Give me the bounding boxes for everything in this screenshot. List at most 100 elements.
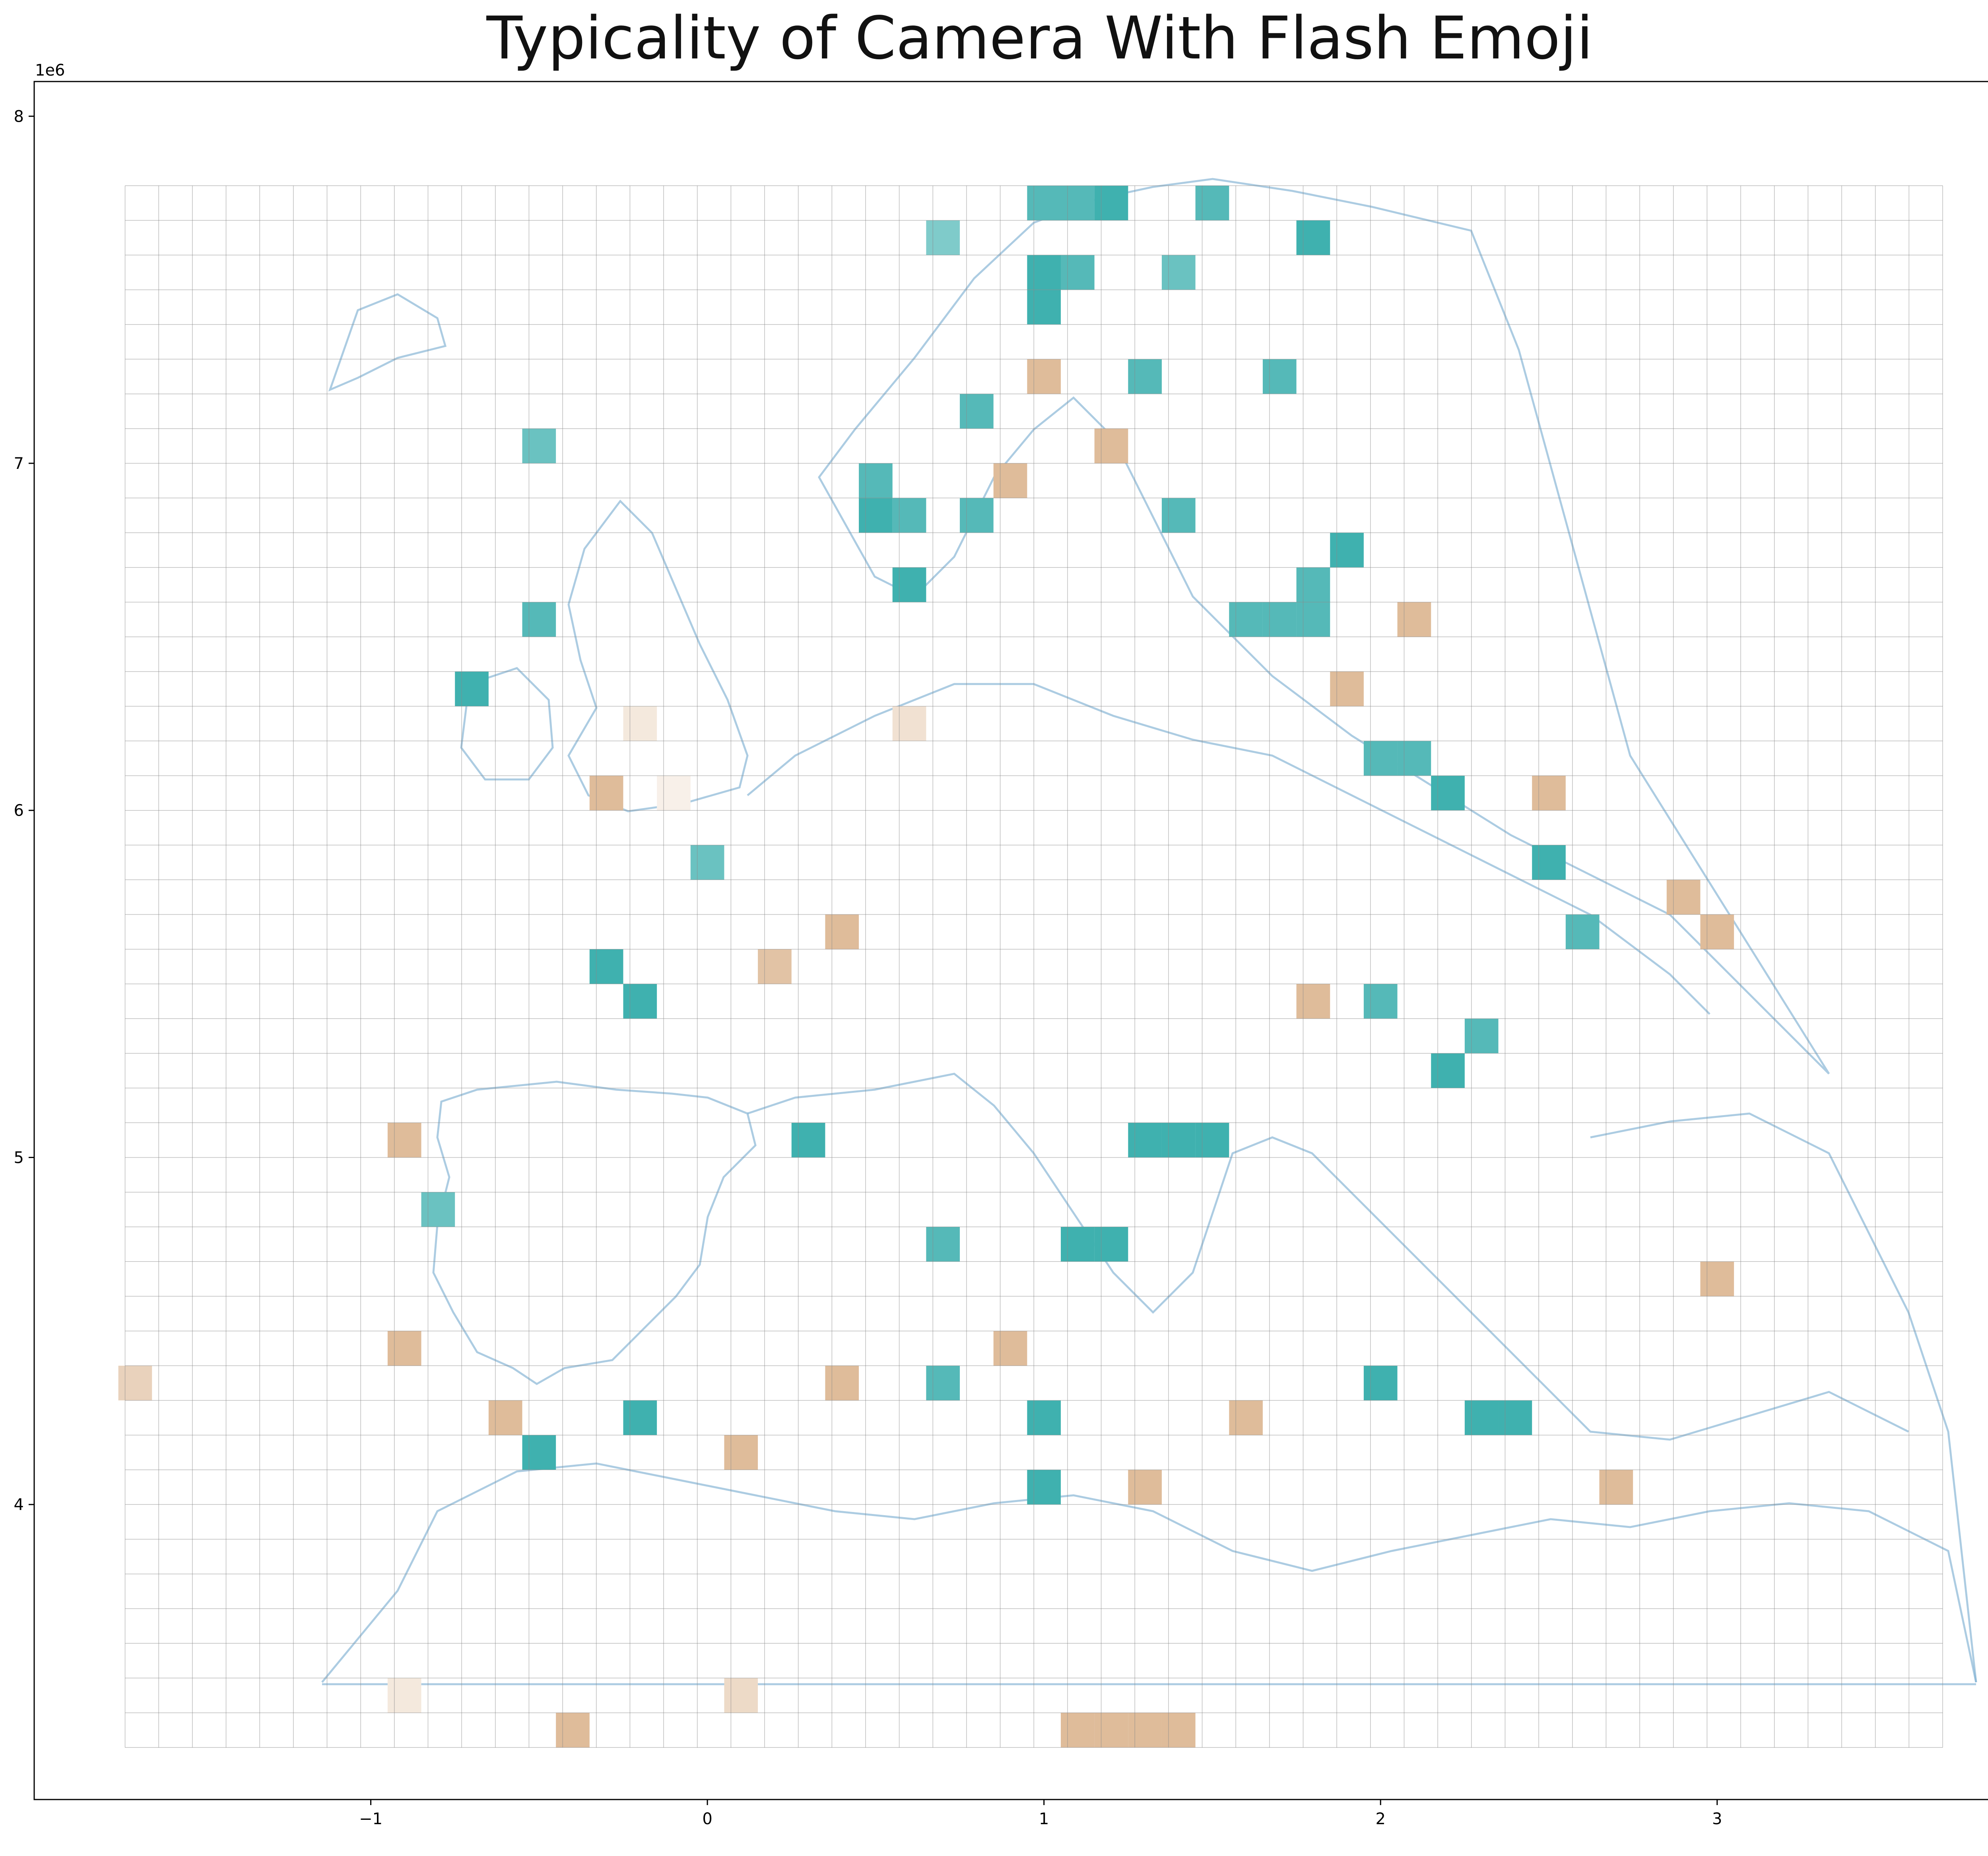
heatmap-cell [724, 1678, 758, 1713]
heatmap-cell [892, 498, 926, 533]
heatmap-cell [1330, 533, 1364, 567]
heatmap-cell [1599, 1469, 1633, 1505]
coastline-ireland [460, 667, 554, 781]
x-axis-ticks: −1 0 1 2 3 [359, 1800, 1722, 1828]
heatmap-cell [1161, 255, 1196, 290]
heatmap-cell [1161, 1123, 1196, 1158]
heatmap-cell [724, 1435, 758, 1470]
heatmap-cell [589, 949, 623, 984]
heatmap-cell [1027, 1400, 1061, 1435]
heatmap-cell [1128, 1469, 1162, 1505]
heatmap-cell [1700, 914, 1734, 949]
heatmap-cell [892, 567, 926, 602]
heatmap-cell [690, 845, 724, 880]
heatmap-cell [488, 1400, 522, 1435]
heatmap-cell [1397, 602, 1431, 637]
heatmap-cell [1262, 359, 1297, 394]
x-tick-label: 1 [1039, 1810, 1049, 1828]
heatmap-cell [1363, 1366, 1398, 1401]
coastline-greenland-fragment [328, 293, 447, 392]
coastline-north-africa [321, 1462, 1977, 1683]
heatmap-cell [1296, 602, 1330, 637]
heatmap-cell [892, 706, 926, 741]
heatmap-cell [1060, 1712, 1095, 1748]
heatmap-cell [1094, 1712, 1128, 1748]
heatmap-cell [926, 1227, 960, 1262]
heatmap-cell [1195, 1123, 1229, 1158]
heatmap-cell [522, 602, 556, 637]
heatmap-cell [1296, 567, 1330, 602]
heatmap-cell [1464, 1018, 1499, 1053]
x-tick-label: −1 [359, 1810, 382, 1828]
heatmap-cell [1027, 359, 1061, 394]
heatmap-cell [1195, 185, 1229, 221]
heatmap-cell [1161, 1712, 1196, 1748]
heatmap-cell [1128, 1123, 1162, 1158]
heatmap-cell [1498, 1400, 1532, 1435]
plot-frame [33, 81, 1988, 1800]
heatmap-cell [993, 1331, 1027, 1366]
heatmap-cell [1666, 880, 1701, 915]
heatmap-cell [1128, 1712, 1162, 1748]
heatmap-cell [926, 1366, 960, 1401]
heatmap-cell [455, 671, 489, 706]
heatmap-cell [1060, 255, 1095, 290]
heatmap-cell [1094, 1227, 1128, 1262]
heatmap-cell [387, 1123, 421, 1158]
heatmap-cell [791, 1123, 825, 1158]
heatmap-cell [825, 1366, 859, 1401]
heatmap-cell [1262, 602, 1297, 637]
heatmap-cell [859, 463, 893, 498]
heatmap-cell [1027, 290, 1061, 325]
heatmap-cell [522, 1435, 556, 1470]
grid-lines [124, 185, 1943, 1748]
coastline-britain [567, 499, 749, 812]
heatmap-cell [623, 1400, 657, 1435]
heatmap-cell [657, 775, 691, 810]
heatmap-cell [1532, 845, 1566, 880]
heatmap-cell [1027, 185, 1061, 221]
y-tick-label: 6 [14, 802, 24, 820]
heatmap-cell [993, 463, 1027, 498]
heatmap-cell [1397, 741, 1431, 776]
heatmap-cell [1027, 255, 1061, 290]
heatmap-cell [589, 775, 623, 810]
y-axis-offset-label: 1e6 [35, 61, 65, 80]
heatmap-cell [1363, 984, 1398, 1019]
heatmap-cell [1700, 1261, 1734, 1296]
y-tick-label: 8 [14, 107, 24, 126]
heatmap-cell [960, 394, 994, 429]
y-tick-label: 4 [14, 1496, 24, 1514]
heatmap-cell [1565, 914, 1600, 949]
heatmap-cell [1431, 775, 1465, 810]
coastline-black-sea [1590, 1112, 1977, 1683]
x-tick-label: 2 [1375, 1810, 1385, 1828]
heatmap-cell [1128, 359, 1162, 394]
coastline-mediterranean [747, 1073, 1909, 1441]
heatmap-cell [1094, 185, 1128, 221]
heatmap-cell [387, 1678, 421, 1713]
x-tick-label: 3 [1712, 1810, 1722, 1828]
y-axis-ticks: 4 5 6 7 8 [14, 107, 34, 1514]
y-tick-label: 5 [14, 1149, 24, 1167]
heatmap-cell [1431, 1053, 1465, 1088]
heatmap-cell [1060, 1227, 1095, 1262]
heatmap-cell [556, 1712, 590, 1748]
heatmap-cell [421, 1192, 455, 1227]
heatmap-cell [825, 914, 859, 949]
heatmap-cell [1330, 671, 1364, 706]
heatmap-cell [1027, 1469, 1061, 1505]
heatmap-cell [1229, 1400, 1263, 1435]
chart-title: Typicality of Camera With Flash Emoji [486, 4, 1593, 72]
heatmap-cell [118, 1366, 152, 1401]
heatmap-cell [1060, 185, 1095, 221]
heatmap-cell [1229, 602, 1263, 637]
heatmap-cell [1532, 775, 1566, 810]
heatmap-cell [387, 1331, 421, 1366]
heatmap-cell [1094, 428, 1128, 463]
heatmap-cell [960, 498, 994, 533]
y-tick-label: 7 [14, 455, 24, 473]
heatmap-cell [522, 428, 556, 463]
heatmap-cell [623, 706, 657, 741]
